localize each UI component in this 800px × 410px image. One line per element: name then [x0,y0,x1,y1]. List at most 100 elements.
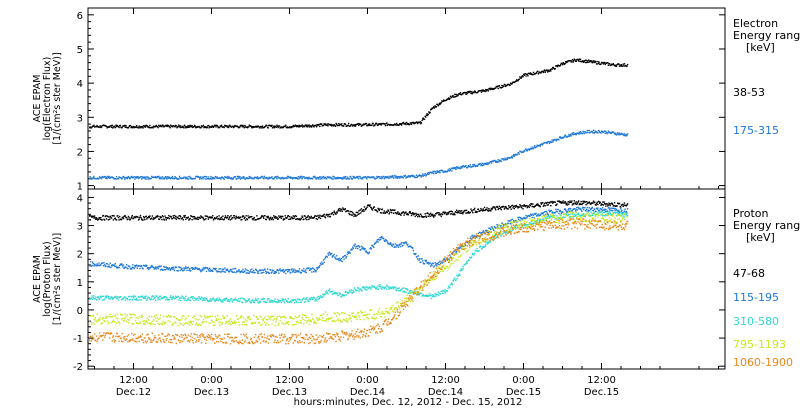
proton-data-point [219,268,222,270]
proton-data-point [321,296,324,298]
proton-data-point [344,294,346,296]
electron-data-point [166,124,169,126]
proton-data-point [581,210,583,212]
proton-data-point [89,299,90,301]
proton-data-point [222,298,225,301]
electron-data-point [110,125,112,127]
electron-data-point [438,104,440,106]
electron-data-point [562,62,564,64]
electron-data-point [154,176,156,179]
proton-data-point [506,231,508,233]
proton-data-point [90,321,93,324]
electron-data-point [359,175,361,178]
electron-data-point [586,61,588,64]
electron-data-point [514,154,516,156]
electron-data-point [187,178,189,180]
proton-data-point [390,243,392,245]
electron-data-point [467,165,470,167]
proton-data-point [274,217,276,219]
electron-data-point [353,125,356,127]
electron-data-point [422,118,424,120]
proton-data-point [201,216,203,219]
proton-data-point [585,210,587,212]
electron-data-point [486,163,488,166]
proton-data-point [134,320,137,322]
electron-data-point [121,177,123,180]
proton-data-point [450,256,452,259]
proton-data-point [519,204,521,206]
electron-data-point [243,176,245,178]
proton-data-point [193,216,196,218]
electron-data-point [353,176,356,178]
electron-data-point [426,114,429,117]
proton-data-point [578,203,580,206]
proton-data-point [568,216,571,218]
electron-data-point [142,125,145,127]
proton-data-point [464,244,467,246]
proton-data-point [379,285,382,288]
proton-data-point [357,211,359,214]
proton-data-point [490,228,492,231]
proton-data-point [293,299,295,301]
proton-data-point [199,315,201,317]
proton-data-point [147,217,149,219]
electron-data-point [314,175,316,178]
proton-data-point [276,299,279,301]
proton-data-point [71,317,72,318]
proton-data-point [160,216,162,218]
electron-data-point [525,148,527,150]
proton-data-point [101,219,103,221]
proton-data-point [136,267,138,269]
electron-data-point [386,122,388,124]
electron-data-point [83,127,84,128]
proton-data-point [173,214,176,217]
electron-y-axis-title-line: [1/(cm²s ster MeV)] [52,52,63,144]
proton-data-point [298,298,301,300]
proton-data-point [127,218,129,220]
proton-data-point [134,266,137,268]
proton-data-point [154,323,156,326]
proton-data-point [559,209,561,212]
electron-data-point [506,158,509,160]
proton-data-point [112,320,114,323]
electron-data-point [437,105,439,107]
proton-data-point [368,287,370,289]
proton-data-point [371,244,374,247]
proton-data-point [217,299,219,301]
proton-data-point [408,292,410,294]
proton-data-point [407,289,409,291]
proton-data-point [305,269,307,271]
proton-data-point [197,323,200,326]
proton-data-point [79,217,80,218]
proton-data-point [416,213,418,216]
electron-data-point [302,126,304,128]
proton-data-point [322,215,325,217]
proton-data-point [326,256,328,258]
electron-data-point [529,148,531,151]
electron-data-point [258,125,260,128]
proton-data-point [260,272,262,274]
electron-data-point [307,176,309,179]
proton-ytick-label: 3 [77,222,83,233]
proton-data-point [262,216,264,218]
electron-data-point [495,160,497,162]
electron-data-point [352,175,354,178]
proton-data-point [503,208,506,210]
electron-data-point [90,178,93,180]
electron-data-point [522,73,525,76]
proton-data-point [456,277,458,280]
proton-data-point [183,267,185,269]
proton-data-point [115,265,117,268]
electron-data-point [504,84,506,86]
electron-data-point [72,126,73,127]
electron-data-point [89,176,91,178]
proton-data-point [523,204,525,206]
electron-data-point [78,177,79,178]
electron-data-point [343,125,345,127]
electron-data-point [293,125,296,127]
proton-data-point [132,295,134,298]
proton-data-point [402,242,405,244]
proton-data-point [86,263,87,264]
electron-data-point [163,178,166,180]
proton-data-point [438,261,440,263]
